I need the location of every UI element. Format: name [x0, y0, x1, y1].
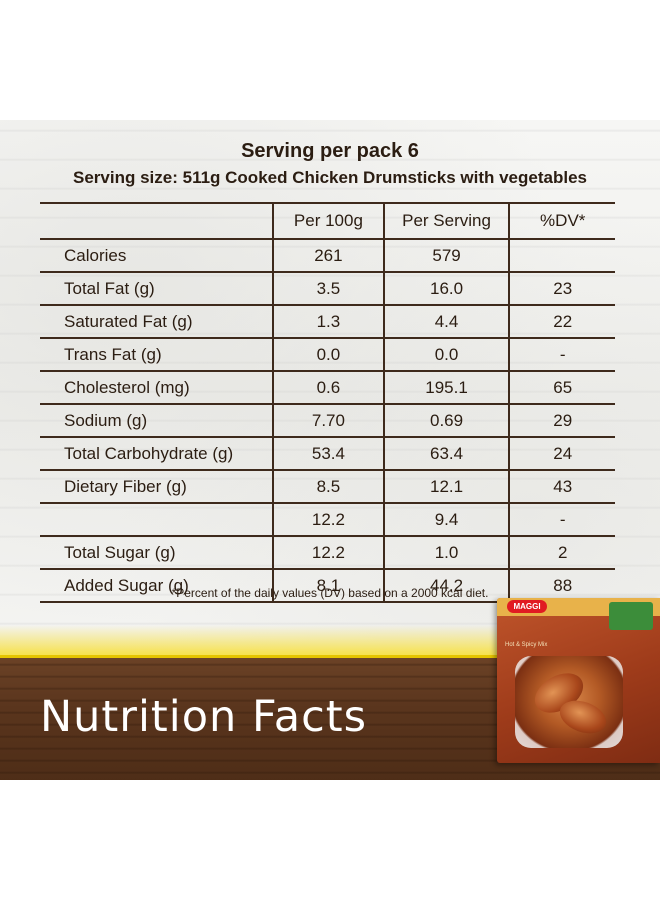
column-header-nutrient — [40, 202, 274, 240]
per-serving-value: 44.2 — [382, 569, 510, 603]
product-variant: Hot & Spicy Mix — [505, 642, 548, 648]
product-package-image: MAGGI Hot & Spicy Mix — [497, 598, 660, 763]
per-serving-value: 1.0 — [382, 536, 510, 570]
nutrient-name: Added Sugar (g) — [40, 569, 274, 603]
per-100g-value: 8.1 — [272, 569, 384, 603]
nutrition-table: Per 100g Per Serving %DV* Calories 261 5… — [40, 202, 615, 603]
dv-value: 2 — [508, 536, 615, 570]
per-100g-value: 0.0 — [272, 338, 384, 372]
dv-value: 43 — [508, 470, 615, 504]
per-serving-value: 0.0 — [382, 338, 510, 372]
dv-footnote: *Percent of the daily values (DV) based … — [171, 586, 489, 600]
table-row: 12.2 9.4 - — [40, 503, 615, 537]
dv-value: 65 — [508, 371, 615, 405]
dv-value — [508, 239, 615, 273]
nutrient-name: Dietary Fiber (g) — [40, 470, 274, 504]
per-100g-value: 3.5 — [272, 272, 384, 306]
nutrient-name: Sodium (g) — [40, 404, 274, 438]
per-100g-value: 261 — [272, 239, 384, 273]
table-row: Total Sugar (g) 12.2 1.0 2 — [40, 536, 615, 570]
per-100g-value: 7.70 — [272, 404, 384, 438]
per-100g-value: 12.2 — [272, 503, 384, 537]
nutrient-name: Total Sugar (g) — [40, 536, 274, 570]
per-100g-value: 0.6 — [272, 371, 384, 405]
dv-value: 29 — [508, 404, 615, 438]
per-serving-value: 195.1 — [382, 371, 510, 405]
nutrient-name: Total Fat (g) — [40, 272, 274, 306]
nutrient-name: Cholesterol (mg) — [40, 371, 274, 405]
nutrition-facts-title: Nutrition Facts — [40, 692, 367, 742]
brand-logo: MAGGI — [507, 600, 547, 613]
dv-value: - — [508, 503, 615, 537]
nutrient-name: Trans Fat (g) — [40, 338, 274, 372]
column-header-dv: %DV* — [508, 202, 615, 240]
table-header-row: Per 100g Per Serving %DV* — [40, 202, 615, 240]
table-row: Calories 261 579 — [40, 239, 615, 273]
per-100g-value: 8.5 — [272, 470, 384, 504]
package-badge-icon — [609, 602, 653, 630]
table-row: Total Fat (g) 3.5 16.0 23 — [40, 272, 615, 306]
per-serving-value: 579 — [382, 239, 510, 273]
table-row: Added Sugar (g) 8.1 44.2 88 — [40, 569, 615, 603]
per-serving-value: 63.4 — [382, 437, 510, 471]
table-row: Saturated Fat (g) 1.3 4.4 22 — [40, 305, 615, 339]
table-row: Cholesterol (mg) 0.6 195.1 65 — [40, 371, 615, 405]
table-row: Trans Fat (g) 0.0 0.0 - — [40, 338, 615, 372]
nutrient-name: Saturated Fat (g) — [40, 305, 274, 339]
nutrition-panel: Serving per pack 6 Serving size: 511g Co… — [0, 120, 660, 780]
nutrient-name: Calories — [40, 239, 274, 273]
dv-value: 23 — [508, 272, 615, 306]
serving-size: Serving size: 511g Cooked Chicken Drumst… — [73, 168, 587, 187]
per-serving-value: 12.1 — [382, 470, 510, 504]
column-header-per-serving: Per Serving — [382, 202, 510, 240]
dv-value: 22 — [508, 305, 615, 339]
dv-value: - — [508, 338, 615, 372]
per-serving-value: 16.0 — [382, 272, 510, 306]
dv-value: 24 — [508, 437, 615, 471]
table-row: Dietary Fiber (g) 8.5 12.1 43 — [40, 470, 615, 504]
per-100g-value: 53.4 — [272, 437, 384, 471]
servings-per-pack: Serving per pack 6 — [241, 140, 419, 162]
per-100g-value: 1.3 — [272, 305, 384, 339]
per-serving-value: 4.4 — [382, 305, 510, 339]
per-serving-value: 0.69 — [382, 404, 510, 438]
table-row: Sodium (g) 7.70 0.69 29 — [40, 404, 615, 438]
nutrient-name — [40, 503, 274, 537]
per-100g-value: 12.2 — [272, 536, 384, 570]
table-row: Total Carbohydrate (g) 53.4 63.4 24 — [40, 437, 615, 471]
nutrient-name: Total Carbohydrate (g) — [40, 437, 274, 471]
column-header-per-100g: Per 100g — [272, 202, 384, 240]
dv-value: 88 — [508, 569, 615, 603]
per-serving-value: 9.4 — [382, 503, 510, 537]
